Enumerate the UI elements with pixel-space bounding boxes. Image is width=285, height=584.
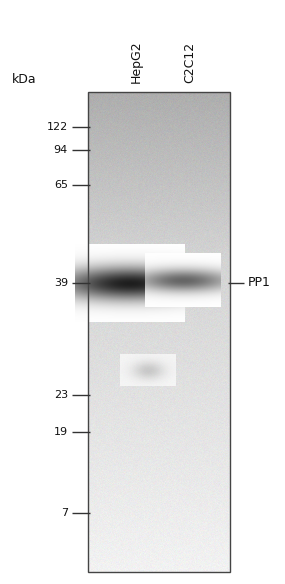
Text: 19: 19 — [54, 427, 68, 437]
Text: PP1: PP1 — [248, 276, 271, 290]
Text: 94: 94 — [54, 145, 68, 155]
Text: kDa: kDa — [12, 73, 37, 86]
Text: 65: 65 — [54, 180, 68, 190]
Text: 23: 23 — [54, 390, 68, 400]
Text: HepG2: HepG2 — [130, 40, 143, 83]
Text: 122: 122 — [47, 122, 68, 132]
Text: C2C12: C2C12 — [183, 42, 196, 83]
Text: 39: 39 — [54, 278, 68, 288]
Text: 7: 7 — [61, 508, 68, 518]
Bar — [88, 92, 230, 572]
